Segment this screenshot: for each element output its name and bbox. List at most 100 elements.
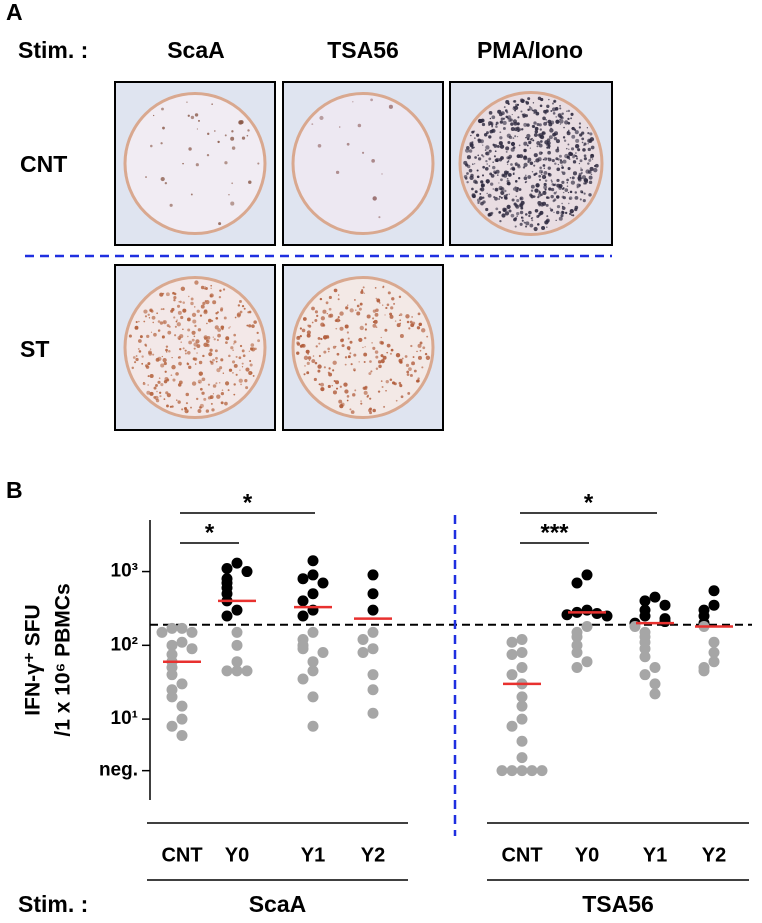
well-spot	[205, 409, 210, 413]
well-spot	[191, 312, 197, 318]
well-spot	[349, 408, 352, 411]
well-spot	[218, 296, 222, 299]
well-spot	[316, 314, 319, 318]
well-spot	[215, 360, 218, 363]
well-spot	[523, 148, 527, 153]
well-spot	[416, 326, 421, 330]
well-spot	[389, 378, 393, 382]
well-spot	[344, 356, 348, 359]
well-spot	[563, 139, 567, 142]
well-spot	[557, 163, 560, 166]
well-spot	[179, 300, 182, 304]
well-spot	[323, 350, 327, 354]
well-spot	[513, 172, 515, 174]
data-point	[367, 643, 379, 655]
well-spot	[523, 162, 528, 168]
well-spot	[177, 310, 182, 315]
well-spot	[393, 302, 396, 305]
well-spot	[212, 300, 217, 305]
well-spot	[161, 335, 165, 339]
well-spot	[411, 316, 414, 318]
well-spot	[569, 190, 573, 194]
well-spot	[516, 212, 520, 216]
well-spot	[308, 359, 311, 361]
well-spot	[525, 174, 527, 177]
row-label: ST	[20, 336, 49, 362]
well-spot	[313, 377, 317, 382]
well-spot	[302, 317, 307, 321]
well-spot	[236, 312, 242, 317]
well-spot	[523, 155, 528, 161]
well-spot	[339, 326, 344, 331]
well-spot	[371, 159, 375, 163]
well-spot	[165, 292, 170, 297]
well-spot	[190, 301, 194, 306]
well-spot	[311, 359, 316, 363]
well-spot	[153, 386, 157, 390]
data-point	[231, 665, 243, 677]
well-spot	[548, 98, 550, 101]
well-spot	[219, 289, 222, 292]
well-spot	[577, 178, 582, 182]
well-spot	[231, 182, 234, 185]
well-spot	[317, 364, 322, 369]
well-spot	[192, 319, 197, 324]
well-spot	[501, 174, 505, 177]
well-spot	[498, 112, 503, 117]
well-spot	[347, 337, 350, 340]
well-spot	[498, 195, 501, 198]
well-spot	[570, 147, 575, 151]
well-spot	[468, 149, 473, 153]
well-spot	[578, 126, 582, 129]
well-spot	[499, 144, 505, 149]
well-spot	[209, 293, 214, 298]
well-spot	[580, 168, 583, 172]
well-spot	[488, 157, 492, 161]
data-point	[307, 588, 319, 600]
well-spot	[589, 137, 595, 142]
well-spot	[533, 112, 535, 115]
well-spot	[555, 139, 560, 144]
well-spot	[541, 174, 547, 180]
well-spot	[206, 339, 209, 342]
well-spot	[399, 319, 401, 322]
well-spot	[251, 324, 255, 328]
well-spot	[539, 128, 542, 131]
well-spot	[466, 155, 472, 160]
well-spot	[363, 386, 368, 391]
data-point	[231, 604, 243, 616]
well-spot	[155, 384, 158, 387]
well-spot	[247, 311, 250, 314]
well-spot	[176, 304, 181, 308]
data-point	[231, 557, 243, 569]
well-spot	[230, 136, 235, 141]
well-spot	[543, 182, 547, 186]
well-spot	[356, 311, 361, 316]
well-spot	[547, 106, 549, 108]
well-spot	[196, 344, 201, 348]
well-spot	[191, 381, 197, 386]
well-spot	[250, 347, 252, 349]
data-point	[367, 684, 379, 696]
well-spot	[486, 192, 488, 195]
well-spot	[354, 389, 357, 392]
well-spot	[588, 193, 592, 197]
well-spot	[553, 99, 557, 103]
well-spot	[530, 217, 533, 220]
well-spot	[416, 350, 418, 353]
well-spot	[477, 118, 483, 124]
well-spot	[513, 202, 517, 206]
well-spot	[481, 154, 484, 157]
well-spot	[135, 357, 139, 362]
well-spot	[491, 129, 495, 133]
well-spot	[569, 212, 572, 216]
well-spot	[400, 395, 404, 399]
well-spot	[177, 336, 182, 340]
well-spot	[184, 349, 187, 352]
well-spot	[355, 309, 357, 311]
well-spot	[249, 363, 253, 367]
well-spot	[564, 188, 569, 192]
well-spot	[566, 181, 569, 184]
well-spot	[542, 116, 546, 121]
well-spot	[337, 316, 340, 319]
